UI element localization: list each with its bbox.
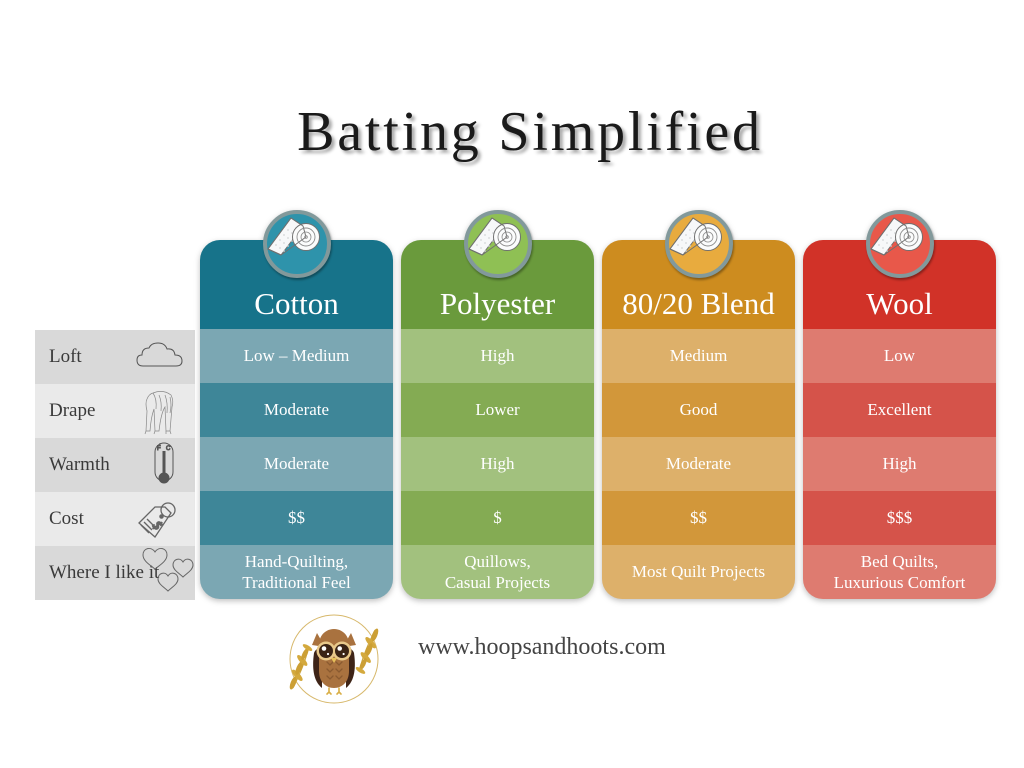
- svg-text:F: F: [157, 446, 161, 452]
- svg-text:C: C: [166, 446, 171, 452]
